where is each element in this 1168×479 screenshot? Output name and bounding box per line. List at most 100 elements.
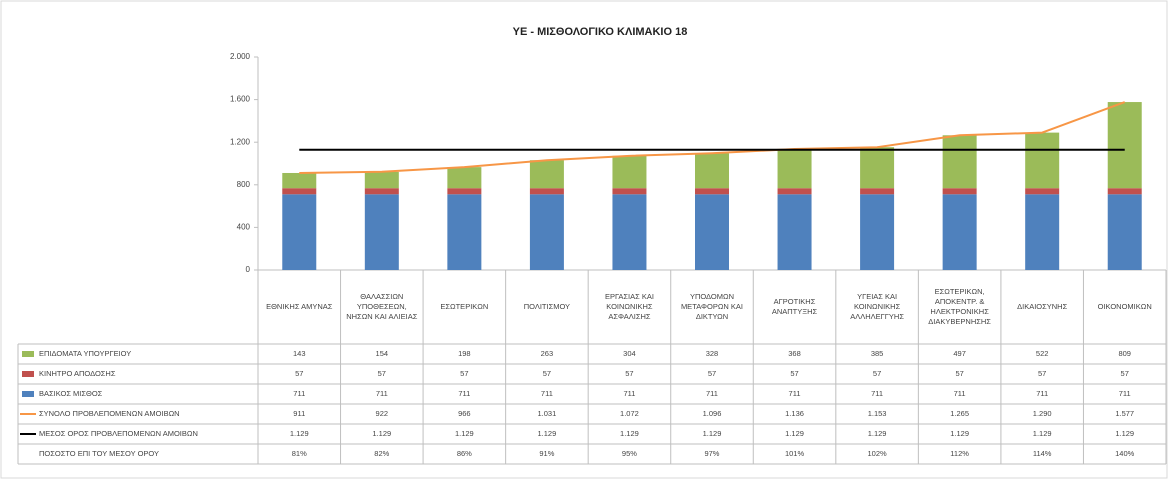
bar-segment	[695, 188, 729, 195]
table-value: 143	[293, 349, 306, 358]
category-label: ΠΟΛΙΤΙΣΜΟΥ	[523, 302, 571, 311]
bar-segment	[1025, 188, 1060, 195]
table-value: 1.129	[1115, 429, 1135, 438]
table-value: 1.290	[1032, 409, 1052, 418]
bar-segment	[612, 155, 647, 189]
category-label: ΑΓΡΟΤΙΚΗΣ ΑΝΑΠΤΥΞΗΣ	[771, 297, 818, 316]
legend-label: ΒΑΣΙΚΟΣ ΜΙΣΘΟΣ	[39, 389, 103, 398]
table-value: 263	[540, 349, 554, 358]
table-value: 522	[1035, 349, 1049, 358]
category-label: ΔΙΚΑΙΟΣΥΝΗΣ	[1017, 302, 1068, 311]
line-series	[299, 101, 1126, 174]
legend-label: ΕΠΙΔΟΜΑΤΑ ΥΠΟΥΡΓΕΙΟΥ	[39, 349, 132, 358]
table-value: 86%	[456, 449, 472, 458]
bar-segment	[364, 188, 399, 195]
table-value: 57	[955, 369, 964, 378]
table-value: 1.129	[454, 429, 474, 438]
table-value: 57	[790, 369, 799, 378]
bar-segment	[942, 194, 977, 270]
legend-key	[22, 391, 34, 397]
table-value: 711	[375, 389, 388, 398]
table-value: 304	[623, 349, 636, 358]
bar-segment	[1025, 132, 1060, 189]
bar-segment	[1107, 188, 1142, 195]
bar-segment	[282, 172, 317, 189]
legend-label: ΚΙΝΗΤΡΟ ΑΠΟΔΟΣΗΣ	[39, 369, 116, 378]
table-value: 57	[460, 369, 469, 378]
bar-segment	[447, 167, 482, 189]
legend-key	[22, 371, 34, 377]
bar-segment	[529, 194, 564, 270]
y-tick-label: 1.200	[230, 137, 251, 146]
bar-segment	[282, 194, 317, 270]
table-value: 711	[1036, 389, 1049, 398]
bar-segment	[1107, 194, 1142, 270]
table-value: 711	[953, 389, 966, 398]
table-value: 711	[623, 389, 636, 398]
table-value: 711	[788, 389, 801, 398]
table-value: 198	[458, 349, 471, 358]
bar-segment	[695, 153, 729, 189]
bar-segment	[860, 188, 895, 195]
table-value: 57	[872, 369, 882, 378]
y-tick-label: 800	[237, 180, 251, 189]
table-value: 82%	[374, 449, 390, 458]
bar-segment	[282, 188, 317, 195]
category-label: ΘΑΛΑΣΣΙΩΝ ΥΠΟΘΕΣΕΩΝ, ΝΗΣΩΝ ΚΑΙ ΑΛΙΕΙΑΣ	[346, 292, 418, 321]
bar-segment	[942, 135, 977, 189]
table-value: 368	[788, 349, 801, 358]
table-value: 1.129	[950, 429, 970, 438]
table-value: 114%	[1032, 449, 1052, 458]
table-value: 711	[293, 389, 306, 398]
bar-segment	[860, 147, 895, 189]
bar-segment	[612, 194, 647, 270]
legend-label: ΜΕΣΟΣ ΟΡΟΣ ΠΡΟΒΛΕΠΟΜΕΝΩΝ ΑΜΟΙΒΩΝ	[39, 429, 198, 438]
table-value: 1.577	[1115, 409, 1135, 418]
legend-key	[22, 351, 34, 357]
table-value: 57	[295, 369, 304, 378]
table-value: 101%	[784, 449, 805, 458]
bar-segment	[860, 194, 895, 270]
bar-segment	[364, 194, 399, 270]
table-value: 1.129	[620, 429, 639, 438]
table-value: 1.129	[372, 429, 392, 438]
chart-title: ΥΕ - ΜΙΣΘΟΛΟΓΙΚΟ ΚΛΙΜΑΚΙΟ 18	[513, 26, 688, 38]
bar-segment	[777, 194, 812, 270]
bar-segment	[1107, 102, 1142, 189]
table-value: 1.129	[1032, 429, 1052, 438]
category-label: ΕΣΩΤΕΡΙΚΩΝ, ΑΠΟΚΕΝΤΡ. & ΗΛΕΚΤΡΟΝΙΚΗΣ ΔΙΑ…	[928, 287, 991, 326]
table-value: 57	[1038, 369, 1047, 378]
table-value: 140%	[1115, 449, 1135, 458]
table-value: 57	[1120, 369, 1129, 378]
table-value: 1.129	[289, 429, 309, 438]
y-tick-label: 400	[237, 223, 251, 232]
table-value: 711	[706, 389, 718, 398]
table-value: 81%	[291, 449, 307, 458]
table-value: 102%	[867, 449, 887, 458]
row-label: ΠΟΣΟΣΤΟ ΕΠΙ ΤΟΥ ΜΕΣΟΥ ΟΡΟΥ	[39, 449, 160, 458]
bar-segment	[612, 188, 647, 195]
table-value: 1.129	[702, 429, 722, 438]
table-value: 57	[542, 369, 552, 378]
bar-segment	[942, 188, 977, 195]
table-value: 1.096	[702, 409, 722, 418]
table-value: 711	[871, 389, 884, 398]
category-label: ΕΣΩΤΕΡΙΚΩΝ	[440, 302, 489, 311]
table-value: 1.129	[785, 429, 804, 438]
table-value: 809	[1118, 349, 1131, 358]
table-value: 154	[375, 349, 389, 358]
table-value: 57	[707, 369, 717, 378]
y-tick-label: 1.600	[230, 95, 251, 104]
table-value: 922	[375, 409, 389, 418]
bar-segment	[447, 194, 482, 270]
bar-segment	[695, 194, 729, 270]
table-value: 497	[953, 349, 966, 358]
bar-segment	[777, 149, 812, 189]
table-value: 1.129	[537, 429, 557, 438]
table-value: 711	[458, 389, 471, 398]
y-tick-label: 0	[246, 265, 251, 274]
table-value: 911	[293, 409, 306, 418]
table-value: 385	[870, 349, 884, 358]
category-label: ΥΓΕΙΑΣ ΚΑΙ ΚΟΙΝΩΝΙΚΗΣ ΑΛΛΗΛΕΓΓΥΗΣ	[850, 292, 904, 321]
